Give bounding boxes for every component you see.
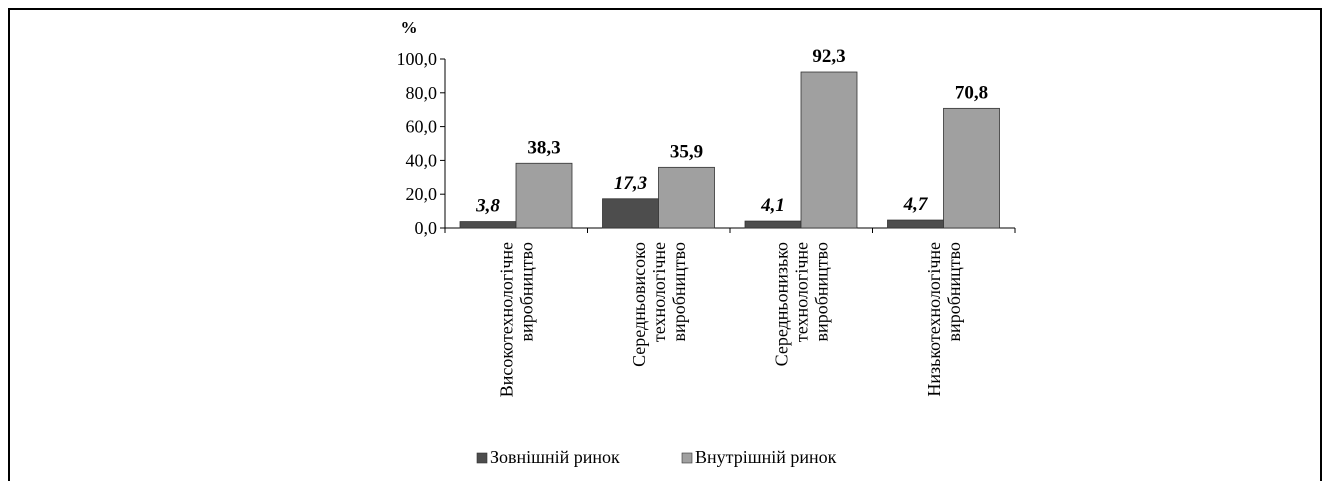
legend-label-external: Зовнішній ринок [490,447,620,467]
data-labels: 3,8 38,3 17,3 35,9 4,1 92,3 4,7 70,8 [475,46,988,217]
category-label-line: виробництво [944,242,964,341]
data-label-external-0: 3,8 [475,196,500,217]
category-label-0: Високотехнологічне виробництво [496,242,536,397]
data-label-external-2: 4,1 [760,195,785,216]
x-axis [444,227,1016,233]
bars [459,71,1000,229]
data-label-internal-2: 92,3 [812,46,845,67]
bar-internal-0 [515,162,573,229]
y-tick-label: 0,0 [415,218,438,238]
data-label-external-3: 4,7 [903,194,929,215]
bar-internal-3 [943,107,1000,229]
y-axis: % 0,0 20,0 40,0 60,0 80,0 100,0 [397,18,446,238]
category-label-3: Низькотехнологічне виробництво [924,242,964,397]
y-tick-label: 20,0 [406,184,438,204]
category-label-line: виробництво [516,242,536,341]
y-axis-unit-label: % [401,18,418,37]
legend-swatch-external [476,452,488,464]
legend-swatch-internal [681,452,693,464]
data-label-internal-0: 38,3 [527,137,560,158]
category-label-line: Низькотехнологічне [924,242,944,397]
category-label-line: виробництво [811,242,831,341]
category-label-line: технологічне [791,242,811,342]
category-label-2: Середньонизько технологічне виробництво [771,242,831,366]
category-label-line: Високотехнологічне [496,242,516,397]
bar-internal-2 [800,71,858,229]
y-tick-label: 60,0 [406,117,438,137]
category-label-line: Середньовисоко [629,242,649,367]
chart-frame [8,8,1322,481]
legend: Зовнішній ринок Внутрішній ринок [476,447,837,467]
data-label-external-1: 17,3 [614,173,647,194]
category-label-line: технологічне [649,242,669,342]
bar-external-0 [459,221,517,229]
y-tick-label: 80,0 [406,83,438,103]
bar-external-2 [744,220,802,229]
legend-label-internal: Внутрішній ринок [695,447,837,467]
y-tick-label: 40,0 [406,150,438,170]
bar-external-1 [602,198,659,229]
category-labels: Високотехнологічне виробництво Середньовис… [496,242,964,397]
bar-internal-1 [658,166,715,229]
category-label-line: виробництво [669,242,689,341]
data-label-internal-3: 70,8 [955,82,988,103]
bar-external-3 [887,219,944,229]
category-label-line: Середньонизько [771,242,791,366]
category-label-1: Середньовисоко технологічне виробництво [629,242,689,367]
y-tick-label: 100,0 [397,49,438,69]
data-label-internal-1: 35,9 [670,141,703,162]
